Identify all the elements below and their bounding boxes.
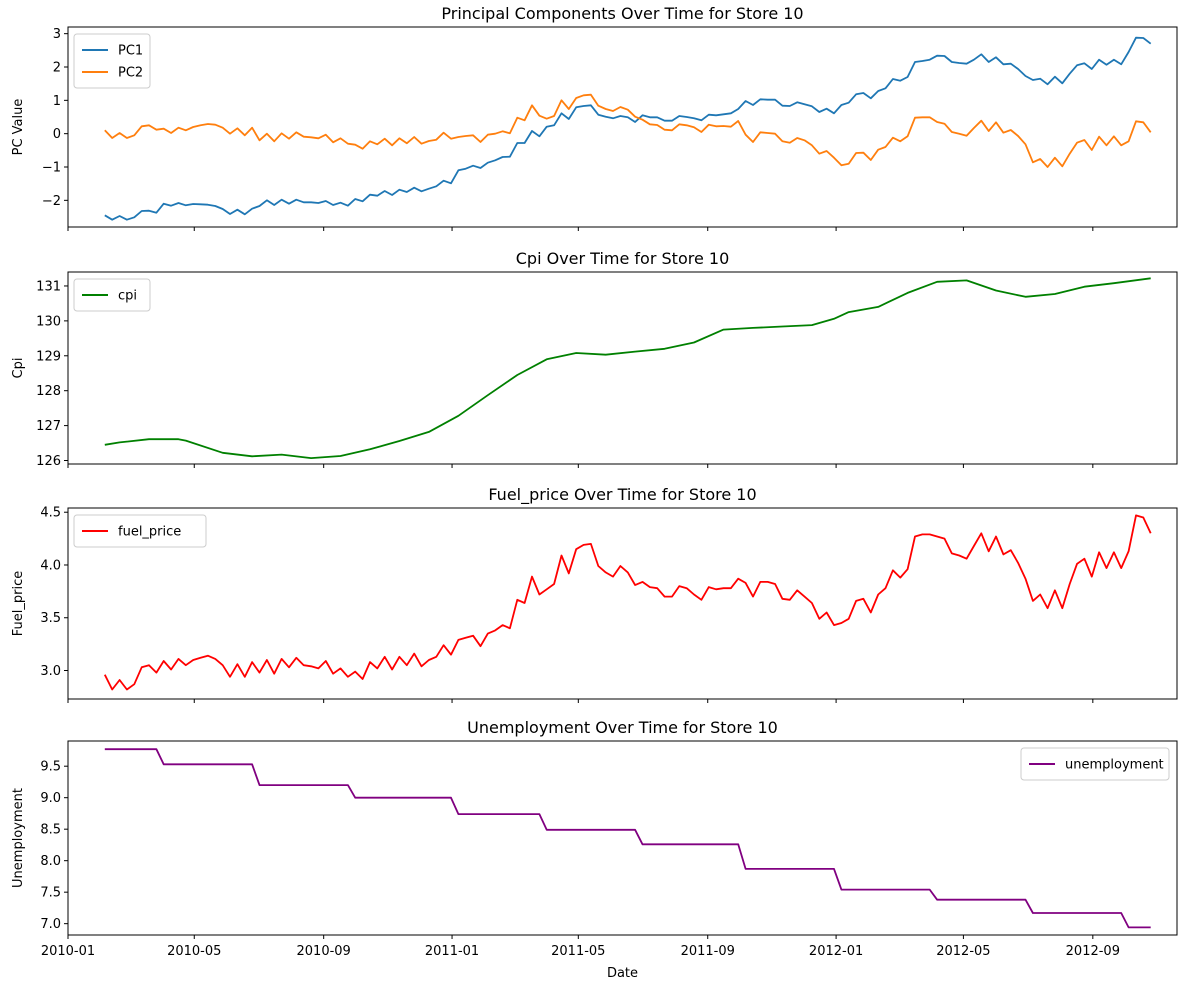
x-tick-label: 2010-05 [167,944,221,959]
chart-panel-1: Principal Components Over Time for Store… [11,4,1178,231]
series-line-unemployment [104,748,1151,929]
x-tick-label: 2012-05 [936,944,990,959]
chart-title: Cpi Over Time for Store 10 [516,249,730,268]
y-axis-label: PC Value [11,99,26,156]
y-tick-label: 130 [36,314,61,329]
y-tick-label: 128 [36,384,61,399]
y-tick-label: 4.0 [40,558,61,573]
legend-label: PC1 [118,44,143,59]
legend-label: cpi [118,289,137,304]
x-tick-label: 2012-01 [809,944,863,959]
y-axis-label: Cpi [11,358,26,379]
legend-label: PC2 [118,66,143,81]
x-tick-label: 2011-01 [425,944,479,959]
y-axis-label: Unemployment [11,788,26,888]
x-axis-label: Date [607,966,638,981]
legend-label: unemployment [1065,758,1164,773]
y-tick-label: 127 [36,419,61,434]
y-tick-label: −1 [42,161,61,176]
series-line-pc1 [104,36,1152,221]
legend: fuel_price [73,514,207,548]
series-line-pc2 [104,93,1152,168]
x-tick-label: 2012-09 [1066,944,1120,959]
y-tick-label: −2 [42,194,61,209]
y-tick-label: 8.0 [40,854,61,869]
plot-frame [67,740,1178,936]
y-tick-label: 9.5 [40,760,61,775]
chart-title: Principal Components Over Time for Store… [441,4,803,23]
y-tick-label: 129 [36,349,61,364]
series-line-fuel-price [103,514,1152,691]
y-tick-label: 3.0 [40,664,61,679]
chart-title: Unemployment Over Time for Store 10 [467,718,778,737]
x-tick-label: 2010-01 [41,944,95,959]
x-tick-label: 2011-09 [681,944,735,959]
legend-label: fuel_price [118,525,181,540]
y-tick-label: 1 [53,94,61,109]
y-tick-label: 3 [53,27,61,42]
x-tick-label: 2011-05 [551,944,605,959]
y-tick-label: 9.0 [40,791,61,806]
y-tick-label: 3.5 [40,611,61,626]
y-tick-label: 8.5 [40,823,61,838]
legend: cpi [73,278,151,312]
chart-panel-3: Fuel_price Over Time for Store 10 4.5 4.0 3… [11,485,1178,703]
y-tick-label: 0 [53,127,61,142]
plot-frame [67,26,1178,228]
y-tick-label: 7.5 [40,886,61,901]
y-tick-label: 2 [53,61,61,76]
legend: unemployment [1020,747,1170,781]
y-tick-label: 131 [36,279,61,294]
chart-panel-4: Unemployment Over Time for Store 10 9.5 9.… [11,718,1178,981]
x-tick-label: 2010-09 [297,944,351,959]
y-axis-label: Fuel_price [11,571,26,636]
y-tick-label: 7.0 [40,917,61,932]
plot-frame [67,507,1178,700]
y-tick-label: 4.5 [40,506,61,521]
chart-title: Fuel_price Over Time for Store 10 [488,485,756,505]
plot-frame [67,271,1178,465]
series-line-cpi [104,277,1151,459]
chart-panel-2: Cpi Over Time for Store 10 131 130 129 128 12… [11,249,1178,469]
y-tick-label: 126 [36,454,61,469]
